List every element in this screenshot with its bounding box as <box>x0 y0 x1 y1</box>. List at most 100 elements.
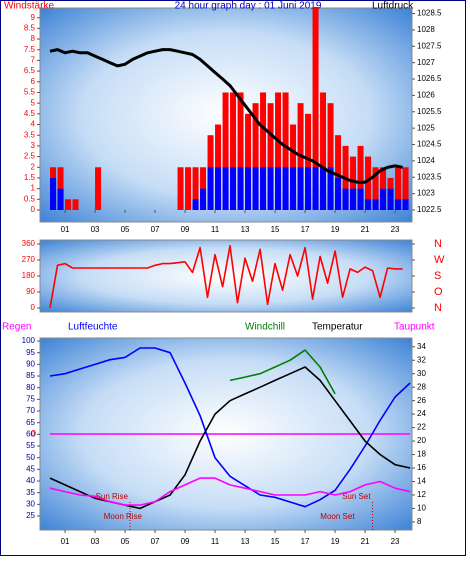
wind-bar <box>267 167 274 210</box>
chart-title: 24 hour graph day : 01 Juni 2019 <box>175 1 322 12</box>
wind-bar <box>395 199 402 210</box>
wind-bar <box>177 167 184 210</box>
x-tick-label: 11 <box>211 225 220 234</box>
y2-tick-label: 18 <box>417 450 426 459</box>
y2-tick-label: 22 <box>417 423 426 432</box>
y-tick-label: 60 <box>26 429 35 438</box>
y2-tick-label: 30 <box>417 369 426 378</box>
y-tick-label: 45 <box>26 464 35 473</box>
wind-bar <box>237 167 244 210</box>
y-tick-label: 30 <box>26 499 35 508</box>
y-tick-label: 40 <box>26 476 35 485</box>
x-tick-label: 05 <box>121 537 130 546</box>
wind-bar <box>320 167 327 210</box>
annotation: Moon Rise <box>104 512 143 521</box>
y2-tick-label: 26 <box>417 396 426 405</box>
y-tick-label: 65 <box>26 418 35 427</box>
wind-bar <box>395 167 402 210</box>
wind-bar <box>372 167 379 210</box>
wind-bar <box>327 167 334 210</box>
wind-bar <box>297 167 304 210</box>
series-line <box>49 477 411 506</box>
wind-bar <box>185 167 192 210</box>
wind-bar <box>57 188 64 210</box>
y2-tick-label: 1024.5 <box>417 140 442 149</box>
y-tick-label: 0 <box>31 303 36 312</box>
y-tick-label: 7 <box>31 56 36 65</box>
y-tick-label: 2.5 <box>24 152 36 161</box>
wind-bar <box>222 167 229 210</box>
y2-tick-label: 1023.5 <box>417 172 442 181</box>
y-tick-label: 360 <box>22 239 36 248</box>
annotation: Sun Set <box>342 492 371 501</box>
y2-tick-label: 1022.5 <box>417 205 442 214</box>
legend-label: Regen <box>2 322 31 333</box>
wind-bar <box>342 188 349 210</box>
wind-bar <box>282 92 289 210</box>
wind-bar <box>335 135 342 210</box>
wind-bar <box>275 167 282 210</box>
y2-tick-label: 1028.5 <box>417 9 442 18</box>
x-tick-label: 23 <box>391 225 400 234</box>
y-tick-label: 95 <box>26 348 35 357</box>
wind-bar <box>402 167 409 210</box>
x-tick-label: 17 <box>301 537 310 546</box>
x-tick-label: 15 <box>271 225 280 234</box>
y2-tick-label: O <box>434 286 443 298</box>
wind-bar <box>222 92 229 210</box>
x-tick-label: 13 <box>241 537 250 546</box>
y-tick-label: 0 <box>31 205 36 214</box>
y-tick-label: 9 <box>31 13 36 22</box>
x-tick-label: 01 <box>61 537 70 546</box>
wind-axis-label: Windstärke <box>4 1 54 12</box>
x-tick-label: 11 <box>211 537 220 546</box>
y2-tick-label: N <box>434 238 442 250</box>
x-tick-label: 13 <box>241 225 250 234</box>
wind-bar <box>357 188 364 210</box>
wind-bar <box>245 113 252 210</box>
legend-label: Windchill <box>245 322 285 333</box>
x-tick-label: 23 <box>391 537 400 546</box>
x-tick-label: 19 <box>331 225 340 234</box>
legend-label: Luftfeuchte <box>68 322 118 333</box>
y2-tick-label: 10 <box>417 504 426 513</box>
wind-bar <box>65 199 72 210</box>
y-tick-label: 1 <box>31 184 36 193</box>
wind-bar <box>215 167 222 210</box>
y-tick-label: 3.5 <box>24 130 36 139</box>
y-tick-label: 180 <box>22 271 36 280</box>
y-tick-label: 90 <box>26 287 35 296</box>
y-tick-label: 2 <box>31 162 36 171</box>
wind-bar <box>350 156 357 210</box>
x-tick-label: 21 <box>361 225 370 234</box>
y-tick-label: 55 <box>26 441 35 450</box>
wind-bar <box>290 167 297 210</box>
wind-bar <box>252 167 259 210</box>
wind-bar <box>237 92 244 210</box>
series-line <box>49 347 411 508</box>
legend-label: Taupunkt <box>394 322 435 333</box>
y2-tick-label: 8 <box>417 517 422 526</box>
y-tick-label: 90 <box>26 359 35 368</box>
y-tick-label: 6.5 <box>24 66 36 75</box>
wind-bar <box>357 145 364 210</box>
wind-bar <box>275 92 282 210</box>
y2-tick-label: 1026 <box>417 91 435 100</box>
y2-tick-label: S <box>434 270 441 282</box>
y2-tick-label: 32 <box>417 355 426 364</box>
y2-tick-label: 1025.5 <box>417 107 442 116</box>
y-tick-label: 100 <box>22 336 36 345</box>
y2-tick-label: W <box>434 254 445 266</box>
wind-bar <box>72 199 79 210</box>
wind-bar <box>380 188 387 210</box>
wind-bar <box>387 188 394 210</box>
y-tick-label: 4 <box>31 120 36 129</box>
y2-tick-label: 28 <box>417 382 426 391</box>
pressure-axis-label: Luftdruck <box>372 1 414 12</box>
x-tick-label: 15 <box>271 537 280 546</box>
wind-bar <box>230 92 237 210</box>
wind-bar <box>305 113 312 210</box>
wind-bar <box>312 167 319 210</box>
y-tick-label: 8 <box>31 34 36 43</box>
